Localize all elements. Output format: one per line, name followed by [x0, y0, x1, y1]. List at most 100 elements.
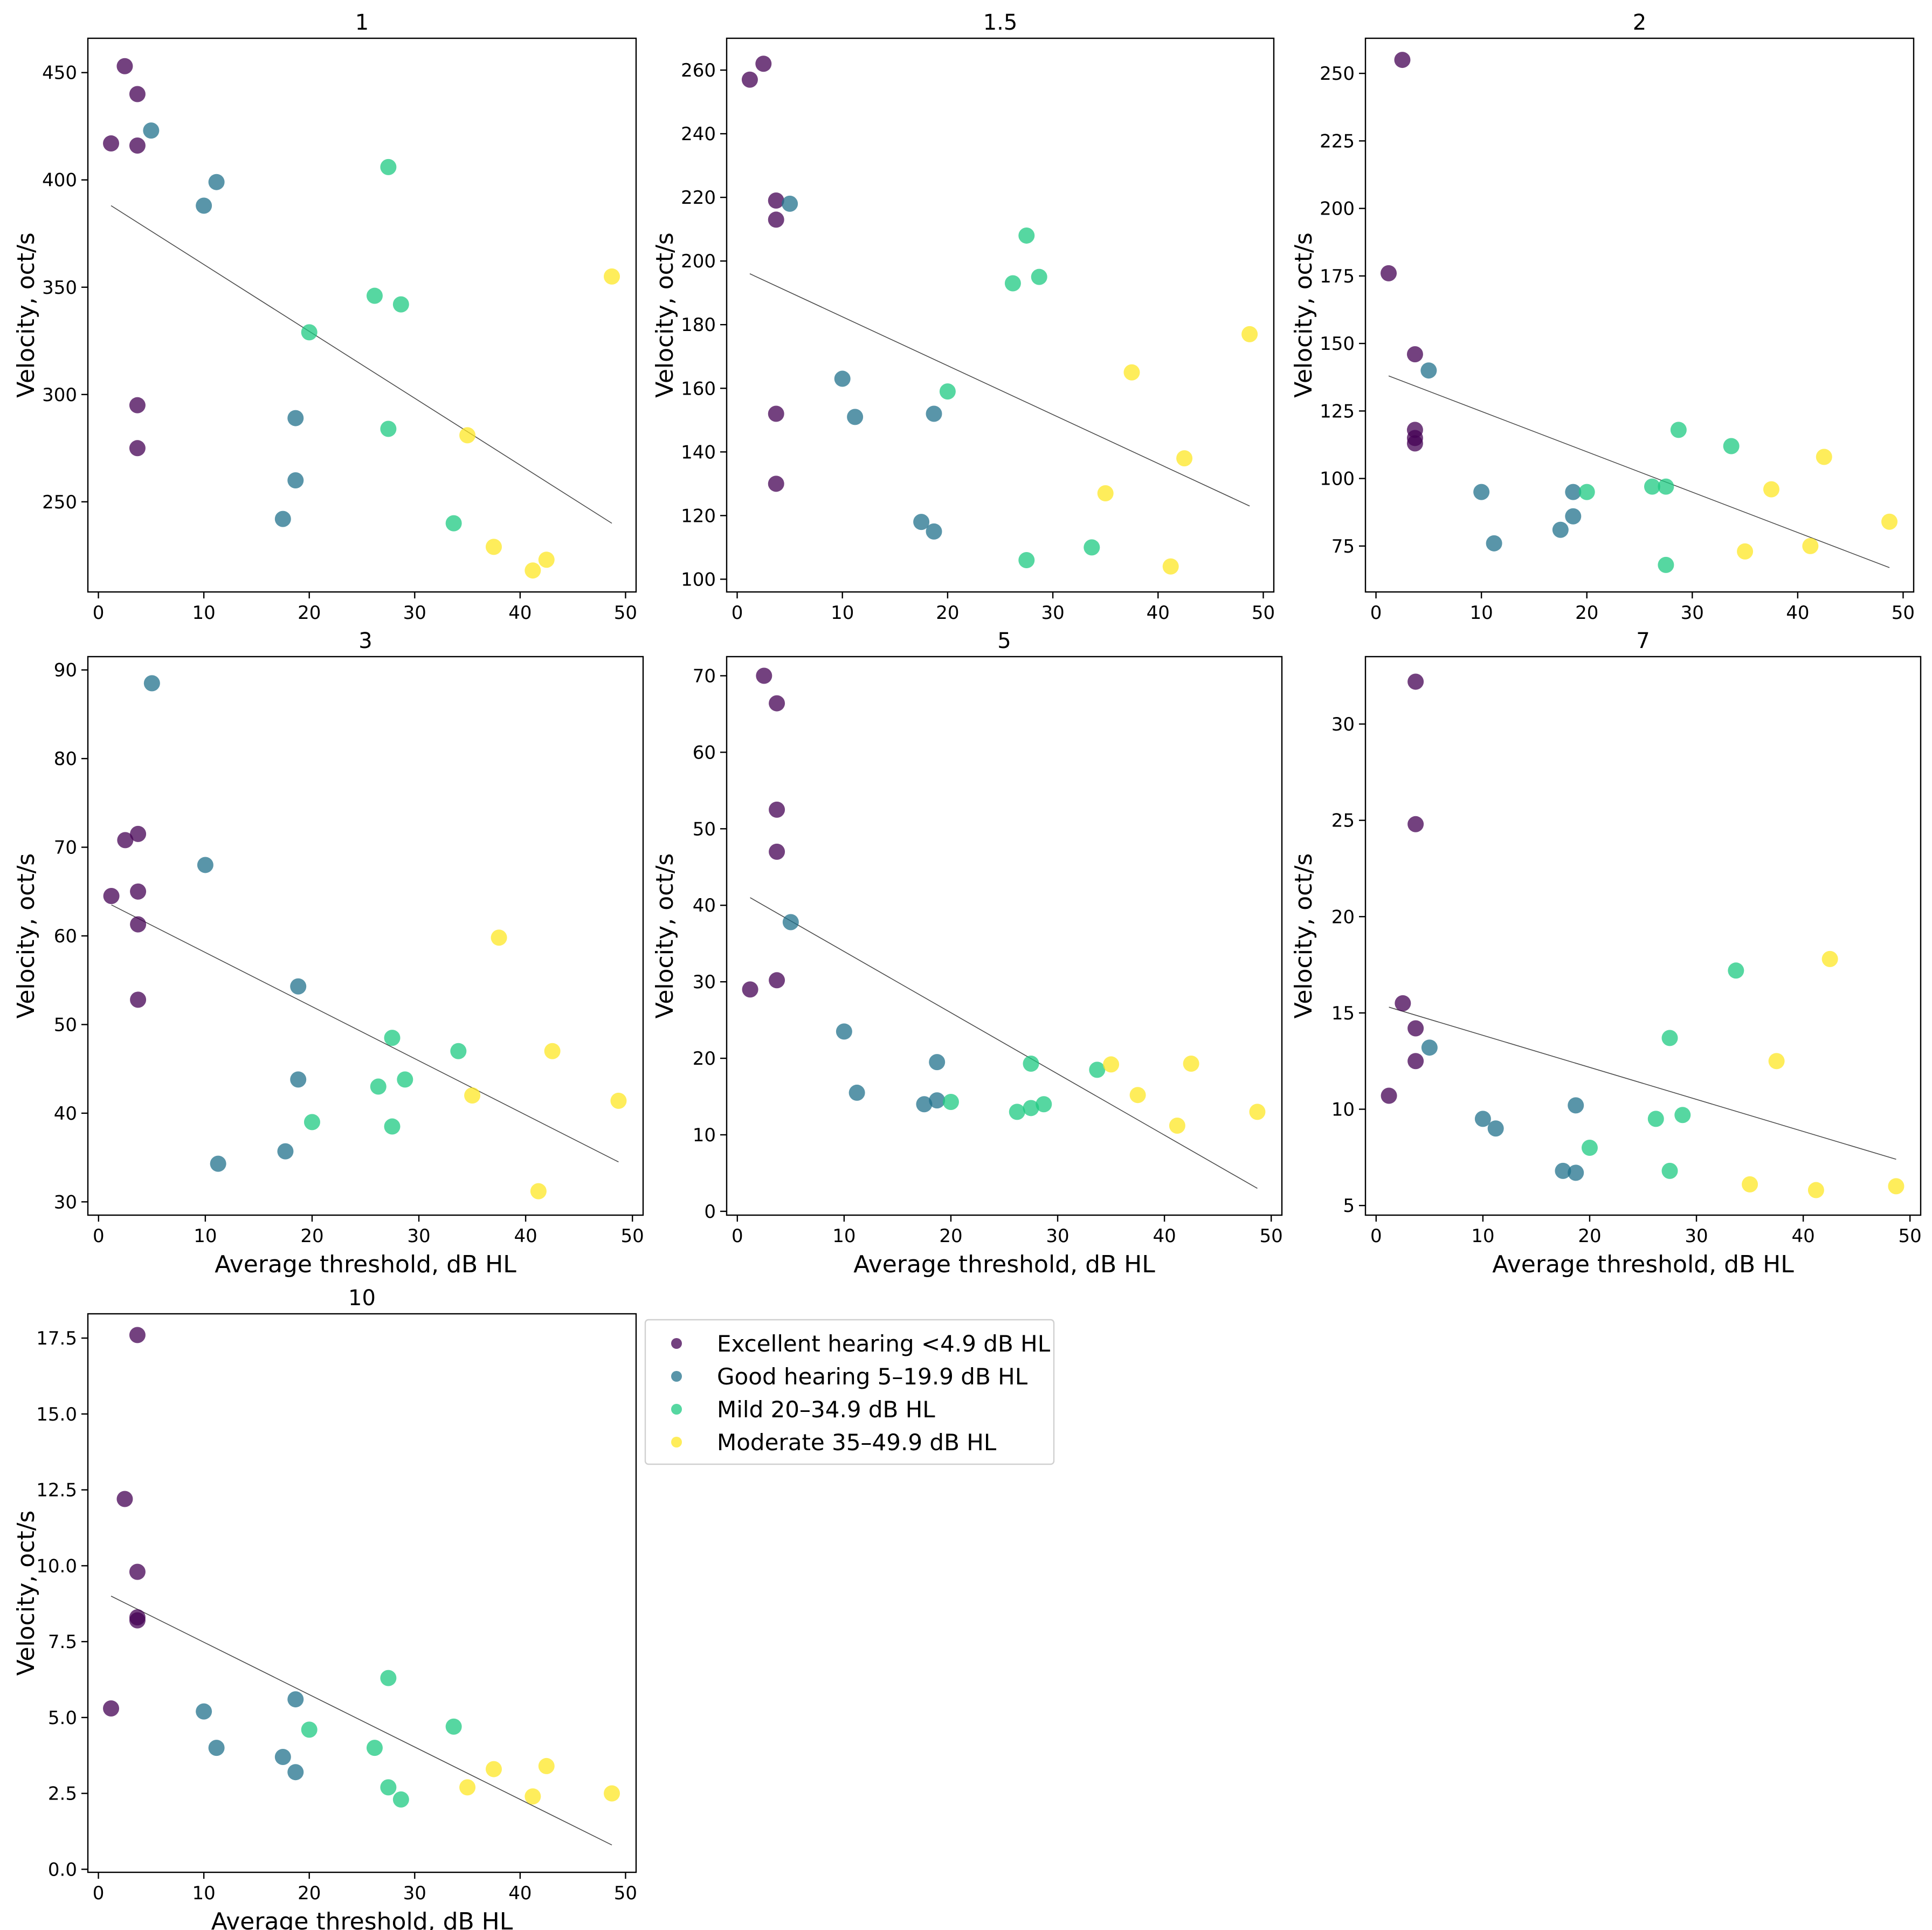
data-point-excellent — [130, 883, 147, 900]
y-tick-label: 150 — [1320, 333, 1355, 355]
x-tick-label: 20 — [298, 602, 321, 624]
data-point-good — [1568, 1164, 1584, 1181]
y-axis-label: Velocity, oct/s — [12, 1511, 40, 1676]
x-tick-label: 30 — [1685, 1225, 1708, 1247]
data-point-mild — [1647, 1111, 1664, 1127]
regression-line — [111, 205, 612, 524]
data-point-moderate — [538, 1757, 555, 1774]
y-tick-label: 400 — [42, 170, 77, 191]
data-point-excellent — [1394, 52, 1411, 68]
data-point-excellent — [129, 440, 146, 457]
data-point-excellent — [129, 86, 146, 102]
data-point-excellent — [130, 825, 147, 842]
data-point-mild — [1728, 962, 1744, 979]
data-point-good — [197, 857, 213, 873]
y-tick-label: 100 — [1320, 468, 1355, 490]
data-point-mild — [301, 324, 318, 341]
data-point-moderate — [610, 1092, 627, 1109]
y-tick-label: 30 — [54, 1191, 77, 1213]
x-tick-label: 40 — [508, 1883, 532, 1904]
y-tick-label: 240 — [681, 123, 716, 145]
data-point-excellent — [768, 211, 784, 228]
data-point-good — [1555, 1162, 1571, 1179]
x-axis-label: Average threshold, dB HL — [1492, 1251, 1794, 1278]
x-tick-label: 40 — [1147, 602, 1170, 624]
x-tick-label: 50 — [1899, 1225, 1922, 1247]
data-point-good — [926, 523, 942, 540]
legend-frame — [644, 1319, 1055, 1465]
data-point-excellent — [1407, 1020, 1424, 1037]
data-point-good — [208, 1740, 225, 1756]
y-tick-label: 70 — [54, 837, 77, 859]
data-point-mild — [384, 1118, 401, 1135]
y-tick-label: 10 — [693, 1125, 716, 1146]
x-tick-label: 0 — [1370, 1225, 1382, 1247]
y-tick-label: 50 — [54, 1014, 77, 1036]
data-point-moderate — [1097, 485, 1114, 502]
data-point-mild — [1658, 556, 1674, 573]
x-tick-label: 30 — [1041, 602, 1064, 624]
y-tick-label: 260 — [681, 60, 716, 81]
data-point-good — [1474, 1111, 1491, 1127]
y-tick-label: 175 — [1320, 266, 1355, 287]
data-point-good — [287, 1691, 304, 1708]
panel-title: 7 — [1636, 629, 1650, 653]
x-tick-label: 10 — [1470, 602, 1493, 624]
data-point-moderate — [1768, 1053, 1785, 1070]
regression-line — [1388, 375, 1890, 568]
regression-line — [1389, 1007, 1896, 1160]
data-point-excellent — [103, 135, 120, 152]
y-tick-label: 160 — [681, 378, 716, 399]
y-tick-label: 20 — [1331, 906, 1355, 928]
data-point-excellent — [129, 137, 146, 154]
y-tick-label: 60 — [54, 926, 77, 947]
x-tick-label: 50 — [1252, 602, 1275, 624]
regression-line — [111, 904, 619, 1163]
y-tick-label: 90 — [54, 660, 77, 681]
data-point-excellent — [741, 71, 758, 88]
data-point-moderate — [1742, 1176, 1758, 1193]
x-tick-label: 0 — [93, 1225, 105, 1247]
panel-7: 7 0 10 20 30 40 50 5 10 15 20 25 30 Velocity, oct/s Av… — [1290, 629, 1922, 1278]
data-point-mild — [450, 1043, 467, 1059]
data-point-mild — [1018, 552, 1035, 568]
data-point-moderate — [1888, 1178, 1905, 1195]
x-tick-label: 10 — [192, 1883, 216, 1904]
data-point-excellent — [1406, 435, 1423, 452]
data-point-excellent — [755, 56, 772, 72]
data-point-good — [834, 370, 851, 387]
data-point-mild — [384, 1030, 401, 1046]
data-point-moderate — [1881, 513, 1898, 530]
data-point-excellent — [756, 667, 772, 684]
data-point-mild — [939, 383, 956, 400]
data-point-excellent — [129, 1563, 146, 1580]
y-tick-label: 0.0 — [48, 1859, 77, 1880]
data-point-good — [782, 914, 799, 930]
data-point-moderate — [1123, 364, 1140, 381]
data-point-good — [208, 174, 225, 190]
data-point-excellent — [116, 1491, 133, 1507]
x-tick-label: 0 — [732, 602, 743, 624]
x-tick-label: 50 — [1260, 1225, 1283, 1247]
data-point-excellent — [1406, 346, 1423, 363]
x-tick-label: 20 — [936, 602, 959, 624]
data-point-good — [1487, 1120, 1504, 1137]
y-tick-label: 80 — [54, 748, 77, 770]
x-tick-label: 50 — [1892, 602, 1915, 624]
data-point-good — [196, 197, 212, 214]
data-point-excellent — [768, 405, 784, 422]
y-tick-label: 15.0 — [36, 1404, 77, 1425]
x-tick-label: 10 — [1471, 1225, 1494, 1247]
legend-marker-excellent — [671, 1338, 682, 1349]
data-point-good — [287, 472, 304, 489]
y-tick-label: 250 — [42, 492, 77, 513]
data-point-moderate — [1103, 1056, 1120, 1073]
data-point-good — [210, 1155, 226, 1172]
data-point-moderate — [604, 268, 620, 285]
data-point-moderate — [459, 1779, 476, 1796]
data-point-moderate — [464, 1087, 481, 1104]
data-point-moderate — [544, 1043, 561, 1059]
data-point-moderate — [1807, 1182, 1824, 1198]
